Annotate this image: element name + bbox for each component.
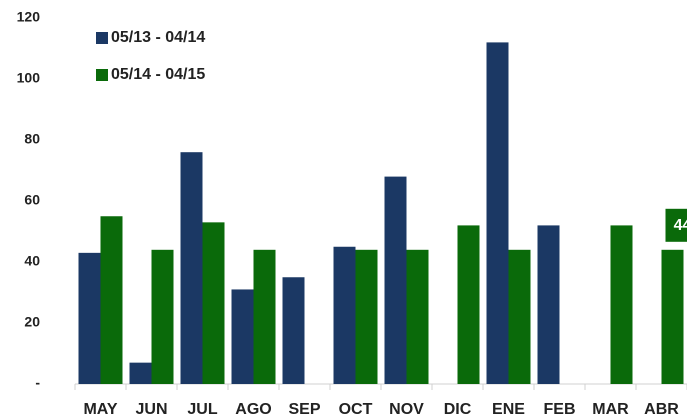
legend-swatch <box>96 69 108 81</box>
bar <box>333 246 356 384</box>
bar <box>537 225 560 384</box>
legend-label: 05/14 - 04/15 <box>111 66 205 83</box>
bar <box>202 222 225 384</box>
bar <box>180 152 203 384</box>
bar <box>384 176 407 384</box>
x-tick-label: AGO <box>235 401 271 418</box>
value-label: 44 <box>674 217 687 234</box>
bar <box>486 42 509 385</box>
x-tick-label: FEB <box>544 401 576 418</box>
bar <box>78 252 101 384</box>
x-tick-label: DIC <box>444 401 472 418</box>
y-tick-label: - <box>35 375 40 391</box>
bar <box>100 216 123 384</box>
x-tick-label: NOV <box>389 401 424 418</box>
bar <box>253 249 276 384</box>
x-tick-label: OCT <box>339 401 373 418</box>
y-tick-label: 80 <box>24 131 40 147</box>
x-tick-label: JUL <box>187 401 217 418</box>
y-tick-label: 100 <box>17 70 41 86</box>
x-tick-label: ABR <box>644 401 679 418</box>
x-tick-label: JUN <box>135 401 167 418</box>
x-tick-label: ENE <box>492 401 525 418</box>
bar <box>129 362 152 384</box>
y-tick-label: 60 <box>24 192 40 208</box>
bar <box>355 249 378 384</box>
bar <box>231 289 254 384</box>
legend-swatch <box>96 32 108 44</box>
bar <box>282 277 305 384</box>
value-label-box <box>665 208 687 242</box>
y-tick-label: 120 <box>17 9 41 25</box>
x-tick-label: MAY <box>83 401 117 418</box>
legend-label: 05/13 - 04/14 <box>111 29 205 46</box>
bar <box>406 249 429 384</box>
y-tick-label: 40 <box>24 253 40 269</box>
bar <box>151 249 174 384</box>
bar <box>457 225 480 384</box>
bar <box>508 249 531 384</box>
y-tick-label: 20 <box>24 314 40 330</box>
x-tick-label: MAR <box>592 401 629 418</box>
bar <box>661 249 684 384</box>
bar <box>610 225 633 384</box>
x-tick-label: SEP <box>288 401 320 418</box>
